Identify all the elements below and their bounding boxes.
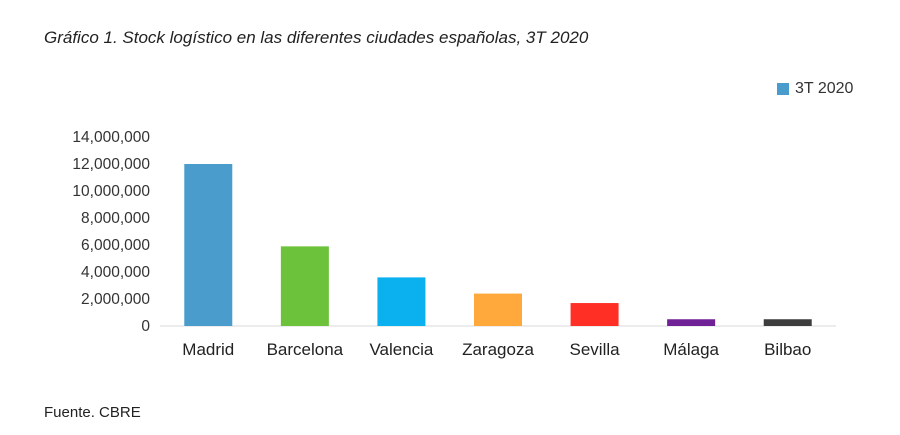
legend-swatch bbox=[777, 83, 789, 95]
bar-valencia bbox=[377, 277, 426, 326]
y-tick-label: 14,000,000 bbox=[72, 129, 150, 146]
chart-title: Gráfico 1. Stock logístico en las difere… bbox=[44, 28, 589, 47]
y-tick-label: 4,000,000 bbox=[81, 264, 150, 281]
x-category-label: Valencia bbox=[369, 340, 433, 359]
y-tick-label: 0 bbox=[141, 318, 150, 335]
y-tick-label: 6,000,000 bbox=[81, 237, 150, 254]
bar-bilbao bbox=[763, 319, 812, 326]
bar-malaga bbox=[667, 319, 716, 326]
y-tick-label: 8,000,000 bbox=[81, 210, 150, 227]
bar-sevilla bbox=[570, 303, 619, 326]
bar-madrid bbox=[184, 164, 233, 326]
x-category-label: Barcelona bbox=[267, 340, 344, 359]
y-tick-label: 12,000,000 bbox=[72, 156, 150, 173]
legend-label: 3T 2020 bbox=[795, 80, 854, 97]
legend: 3T 2020 bbox=[777, 80, 853, 98]
x-category-label: Málaga bbox=[663, 340, 719, 359]
source-note: Fuente. CBRE bbox=[44, 404, 141, 421]
y-tick-label: 2,000,000 bbox=[81, 291, 150, 308]
x-category-label: Sevilla bbox=[570, 340, 621, 359]
x-category-label: Madrid bbox=[182, 340, 234, 359]
x-category-label: Bilbao bbox=[764, 340, 811, 359]
y-tick-label: 10,000,000 bbox=[72, 183, 150, 200]
bar-barcelona bbox=[280, 246, 329, 326]
x-category-label: Zaragoza bbox=[462, 340, 534, 359]
bar-zaragoza bbox=[474, 293, 522, 326]
